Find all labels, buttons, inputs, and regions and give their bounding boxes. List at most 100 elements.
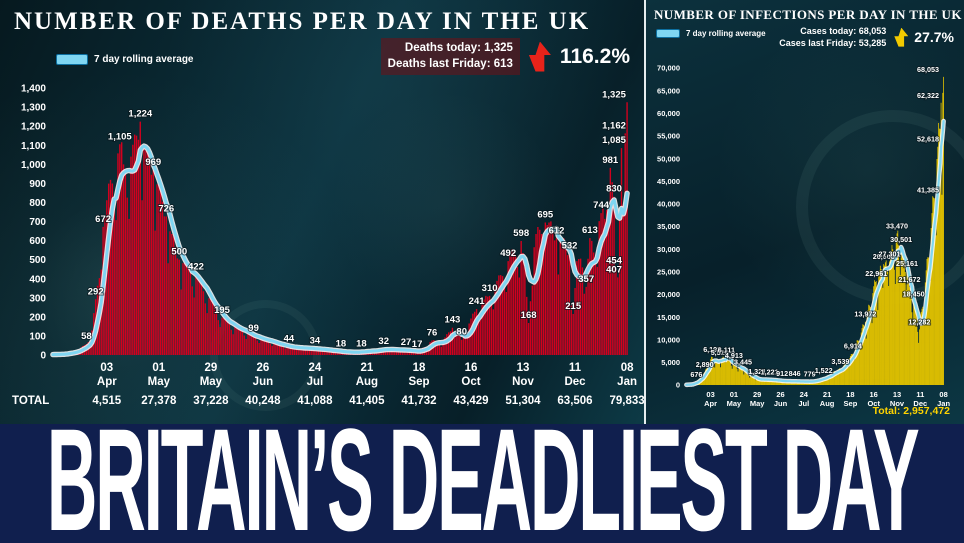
svg-text:Jan: Jan bbox=[937, 399, 950, 408]
y-axis-labels: 0 5,000 10,000 15,000 20,000 25,000 30,000 35,0… bbox=[657, 64, 680, 390]
rolling-average-swatch bbox=[656, 29, 680, 38]
svg-text:33,470: 33,470 bbox=[886, 221, 908, 230]
svg-text:68,053: 68,053 bbox=[917, 65, 939, 74]
cases-stats: Cases today: 68,053 Cases last Friday: 5… bbox=[777, 24, 954, 50]
svg-text:41,732: 41,732 bbox=[401, 395, 436, 407]
svg-text:08: 08 bbox=[621, 362, 634, 374]
svg-text:18: 18 bbox=[846, 390, 854, 399]
svg-text:13: 13 bbox=[893, 390, 901, 399]
svg-text:Nov: Nov bbox=[890, 399, 905, 408]
svg-text:26,688: 26,688 bbox=[873, 252, 895, 261]
rolling-average-label: 7 day rolling average bbox=[686, 29, 766, 38]
deaths-stats-text: Deaths today: 1,325 Deaths last Friday: … bbox=[380, 38, 520, 76]
svg-text:1,100: 1,100 bbox=[21, 141, 46, 152]
svg-text:50,000: 50,000 bbox=[657, 154, 680, 163]
svg-text:01: 01 bbox=[730, 390, 738, 399]
svg-text:16: 16 bbox=[465, 362, 478, 374]
svg-text:1,300: 1,300 bbox=[21, 103, 46, 114]
svg-text:70,000: 70,000 bbox=[657, 64, 680, 73]
svg-text:912: 912 bbox=[776, 369, 788, 378]
svg-text:TOTAL: TOTAL bbox=[12, 395, 49, 407]
svg-text:99: 99 bbox=[248, 323, 259, 334]
annotations: 6762,8906,1935,5266,1114,9133,4451,3211,… bbox=[689, 64, 940, 380]
svg-text:5,000: 5,000 bbox=[661, 358, 680, 367]
svg-text:01: 01 bbox=[152, 362, 165, 374]
svg-text:4,913: 4,913 bbox=[725, 351, 743, 360]
deaths-panel: 0 100 200 300 400 500 600 700 800 900 1,000 1,100 1,… bbox=[0, 0, 644, 424]
svg-text:969: 969 bbox=[145, 157, 161, 168]
svg-text:422: 422 bbox=[188, 262, 204, 273]
cases-last-friday: Cases last Friday: 53,285 bbox=[779, 38, 887, 49]
svg-text:Apr: Apr bbox=[97, 376, 117, 388]
x-axis-labels: 03Apr01May29May26Jun24Jul21Aug18Sep16Oct… bbox=[704, 390, 950, 408]
svg-text:1,400: 1,400 bbox=[21, 84, 46, 95]
svg-text:454: 454 bbox=[606, 255, 623, 266]
svg-text:310: 310 bbox=[482, 283, 498, 294]
svg-text:613: 613 bbox=[582, 225, 598, 236]
svg-text:672: 672 bbox=[95, 214, 111, 225]
deaths-legend: 7 day rolling average bbox=[56, 54, 194, 65]
rolling-average-swatch bbox=[56, 54, 88, 65]
bars bbox=[686, 76, 944, 385]
svg-text:17: 17 bbox=[412, 339, 423, 350]
svg-text:Nov: Nov bbox=[512, 376, 534, 388]
svg-text:846: 846 bbox=[789, 369, 801, 378]
svg-text:Oct: Oct bbox=[461, 376, 480, 388]
svg-text:Jan: Jan bbox=[617, 376, 637, 388]
svg-text:20,000: 20,000 bbox=[657, 290, 680, 299]
svg-text:29: 29 bbox=[205, 362, 218, 374]
svg-text:08: 08 bbox=[939, 390, 947, 399]
svg-text:Jun: Jun bbox=[253, 376, 273, 388]
svg-text:700: 700 bbox=[29, 217, 46, 228]
svg-text:2,890: 2,890 bbox=[696, 360, 714, 369]
svg-text:612: 612 bbox=[549, 225, 565, 236]
svg-text:63,506: 63,506 bbox=[557, 395, 592, 407]
svg-text:407: 407 bbox=[606, 264, 622, 275]
svg-text:143: 143 bbox=[444, 315, 460, 326]
deaths-chart: 0 100 200 300 400 500 600 700 800 900 1,000 1,100 1,… bbox=[12, 84, 644, 407]
svg-text:1,162: 1,162 bbox=[602, 120, 626, 131]
cases-panel: 0 5,000 10,000 15,000 20,000 25,000 30,000 35,0… bbox=[644, 0, 964, 424]
cases-total: Total: 2,957,472 bbox=[872, 405, 950, 417]
svg-text:695: 695 bbox=[537, 210, 554, 221]
svg-text:25,000: 25,000 bbox=[657, 268, 680, 277]
svg-text:May: May bbox=[148, 376, 171, 388]
svg-text:11: 11 bbox=[569, 362, 582, 374]
svg-text:5,526: 5,526 bbox=[711, 348, 729, 357]
svg-text:1,522: 1,522 bbox=[815, 366, 833, 375]
svg-text:744: 744 bbox=[593, 200, 610, 211]
svg-text:1,200: 1,200 bbox=[21, 122, 46, 133]
svg-text:27,301: 27,301 bbox=[879, 249, 901, 258]
svg-text:1,105: 1,105 bbox=[108, 131, 132, 142]
cases-today: Cases today: 68,053 bbox=[800, 26, 887, 36]
svg-text:16: 16 bbox=[870, 390, 878, 399]
svg-text:30,501: 30,501 bbox=[890, 235, 912, 244]
svg-text:6,193: 6,193 bbox=[703, 345, 721, 354]
svg-text:51,304: 51,304 bbox=[505, 395, 541, 407]
rolling-average-label: 7 day rolling average bbox=[94, 54, 194, 65]
svg-text:80: 80 bbox=[456, 327, 467, 338]
svg-text:357: 357 bbox=[578, 274, 594, 285]
svg-text:13: 13 bbox=[517, 362, 530, 374]
svg-text:600: 600 bbox=[29, 236, 46, 247]
svg-text:65,000: 65,000 bbox=[657, 86, 680, 95]
svg-text:726: 726 bbox=[158, 204, 174, 215]
svg-text:1,000: 1,000 bbox=[21, 160, 46, 171]
svg-text:Aug: Aug bbox=[820, 399, 835, 408]
svg-text:18: 18 bbox=[336, 339, 347, 350]
svg-text:22,961: 22,961 bbox=[865, 269, 887, 278]
svg-text:13,972: 13,972 bbox=[854, 310, 876, 319]
svg-text:1,085: 1,085 bbox=[602, 135, 626, 146]
cases-legend: 7 day rolling average bbox=[656, 29, 766, 38]
svg-text:41,405: 41,405 bbox=[349, 395, 385, 407]
svg-text:598: 598 bbox=[513, 228, 529, 239]
svg-text:41,385: 41,385 bbox=[917, 186, 939, 195]
cases-stats-text: Cases today: 68,053 Cases last Friday: 5… bbox=[777, 24, 888, 50]
svg-text:1,321: 1,321 bbox=[748, 367, 766, 376]
svg-text:Sep: Sep bbox=[844, 399, 858, 408]
svg-text:24: 24 bbox=[309, 362, 322, 374]
svg-text:Dec: Dec bbox=[564, 376, 586, 388]
svg-text:21,672: 21,672 bbox=[899, 275, 921, 284]
svg-text:492: 492 bbox=[500, 248, 516, 259]
